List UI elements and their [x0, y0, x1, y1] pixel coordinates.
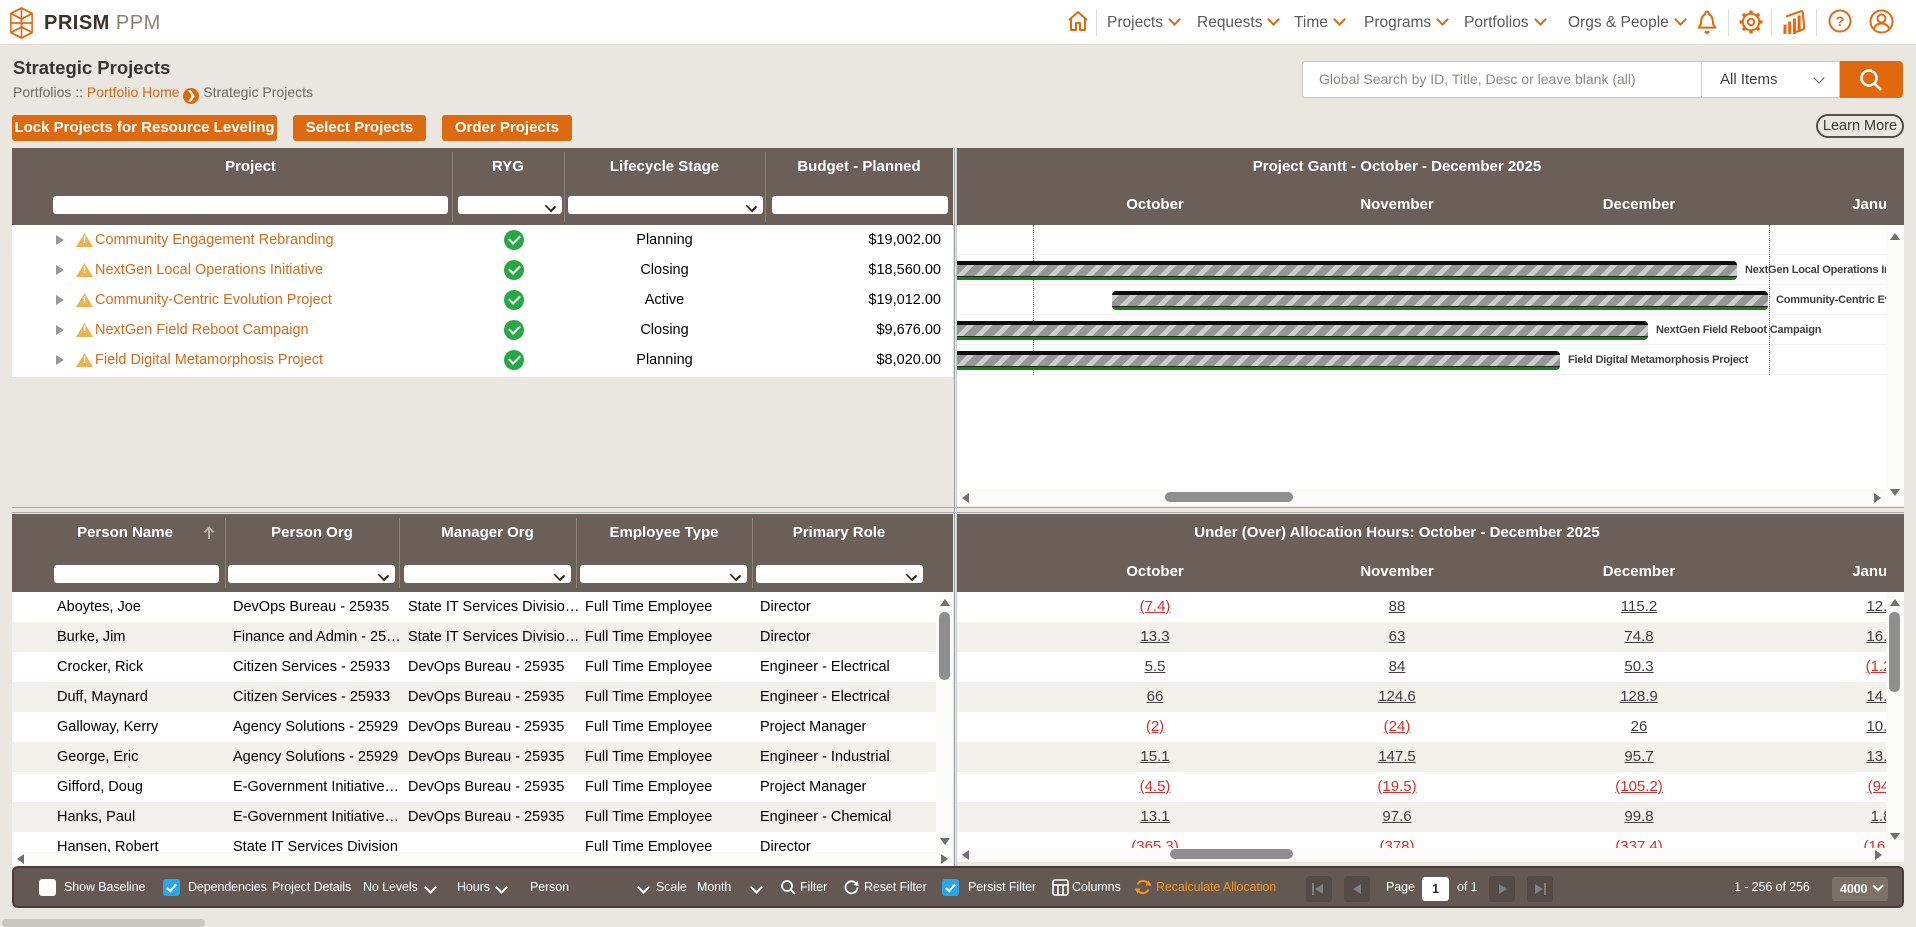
svg-text:?: ?: [1836, 13, 1845, 29]
